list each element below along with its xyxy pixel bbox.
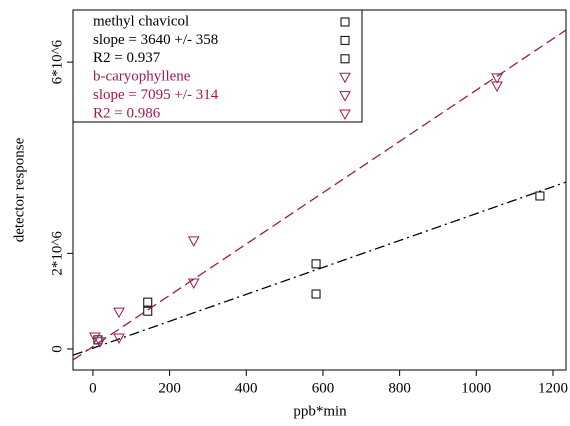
x-tick-label: 0 bbox=[89, 380, 97, 396]
legend-text: slope = 3640 +/- 358 bbox=[93, 32, 218, 48]
fit-line bbox=[73, 29, 566, 361]
point bbox=[311, 259, 321, 269]
legend-box bbox=[72, 9, 363, 123]
legend-text: methyl chavicol bbox=[93, 13, 189, 29]
point bbox=[491, 81, 503, 93]
legend-marker bbox=[339, 91, 351, 102]
point bbox=[491, 73, 503, 84]
legend-marker bbox=[340, 17, 350, 27]
x-tick-label: 400 bbox=[235, 380, 258, 396]
y-tick-label: 0 bbox=[49, 345, 65, 353]
x-axis-label: ppb*min bbox=[293, 403, 347, 419]
point bbox=[535, 191, 545, 201]
legend-text: R2 = 0.986 bbox=[93, 105, 161, 121]
legend-marker bbox=[340, 35, 350, 45]
legend: methyl chavicol slope = 3640 +/- 358 R2 = … bbox=[72, 9, 363, 123]
point bbox=[311, 289, 321, 299]
x-tick-label: 200 bbox=[158, 380, 181, 396]
y-tick-label: 2*10^6 bbox=[49, 231, 65, 276]
x-tick-label: 1200 bbox=[538, 380, 568, 396]
legend-text: R2 = 0.937 bbox=[93, 50, 161, 66]
legend-marker bbox=[340, 54, 350, 64]
series bbox=[73, 29, 566, 361]
point bbox=[143, 297, 153, 307]
legend-text: slope = 7095 +/- 314 bbox=[93, 87, 219, 103]
x-tick-label: 800 bbox=[388, 380, 411, 396]
fit-line bbox=[73, 181, 566, 356]
point bbox=[187, 236, 200, 247]
legend-marker bbox=[339, 72, 351, 84]
series bbox=[73, 181, 566, 356]
legend-text: b-caryophyllene bbox=[93, 69, 191, 85]
point bbox=[113, 333, 125, 344]
point bbox=[113, 307, 125, 319]
x-tick-label: 600 bbox=[312, 380, 335, 396]
x-tick-label: 1000 bbox=[461, 380, 491, 396]
y-axis-label: detector response bbox=[11, 137, 27, 242]
point bbox=[93, 337, 106, 348]
legend-marker bbox=[339, 109, 351, 121]
y-tick-label: 6*10^6 bbox=[49, 39, 65, 84]
point bbox=[187, 278, 200, 290]
point bbox=[143, 306, 153, 316]
